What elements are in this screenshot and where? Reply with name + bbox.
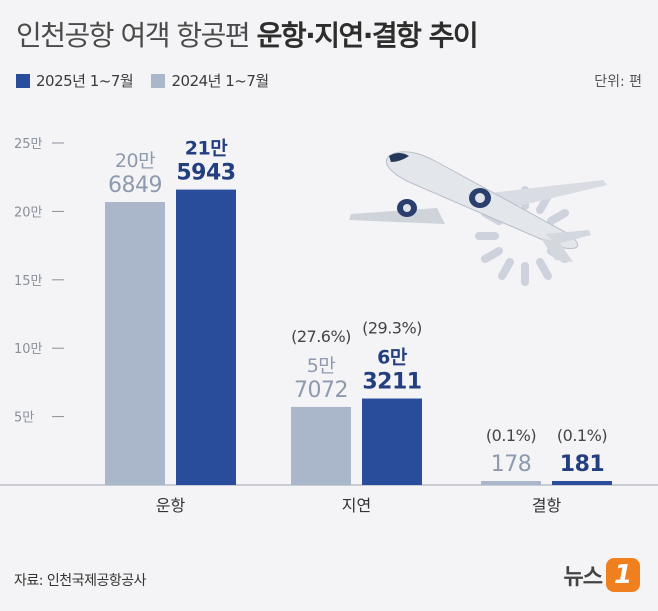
data-label: 178	[491, 452, 532, 477]
chart-title: 인천공항 여객 항공편 운항·지연·결항 추이	[16, 14, 479, 54]
bar	[291, 406, 351, 485]
legend: 2025년 1~7월 2024년 1~7월	[16, 70, 283, 92]
legend-swatch-2025	[16, 73, 30, 88]
y-tick-label: 25만	[14, 137, 43, 152]
unit-label: 단위: 편	[594, 74, 642, 90]
legend-item-2025: 2025년 1~7월	[16, 70, 134, 91]
logo-word: 뉴스	[563, 565, 603, 590]
bar	[105, 202, 165, 485]
y-tick-label: 10만	[14, 342, 43, 357]
legend-label-2024: 2024년 1~7월	[171, 72, 269, 90]
data-label: 21만	[185, 138, 228, 160]
category-label: 결항	[532, 496, 562, 515]
category-label: 운항	[156, 496, 186, 515]
source-note: 자료: 인천국제공항공사	[14, 573, 146, 589]
legend-label-2025: 2025년 1~7월	[36, 72, 134, 90]
title-regular: 인천공항 여객 항공편	[16, 19, 251, 52]
data-label: 5943	[176, 161, 235, 186]
category-label: 지연	[342, 496, 371, 515]
bar	[481, 481, 541, 485]
rate-label: (27.6%)	[291, 327, 351, 346]
data-label: 6849	[108, 173, 162, 198]
data-label: 6만	[377, 347, 408, 369]
data-label: 3211	[362, 370, 421, 395]
airplane-icon	[349, 151, 607, 286]
rate-label: (0.1%)	[486, 426, 536, 445]
y-tick-label: 20만	[14, 205, 43, 220]
data-label: 20만	[115, 150, 155, 172]
y-tick-label: 5만	[14, 411, 34, 426]
bar	[176, 189, 236, 486]
legend-swatch-2024	[151, 73, 166, 88]
legend-item-2024: 2024년 1~7월	[151, 70, 269, 91]
title-bold: 운항·지연·결항 추이	[256, 19, 479, 52]
data-label: 181	[560, 452, 604, 477]
bar	[552, 481, 612, 485]
data-label: 7072	[294, 378, 348, 403]
logo-mark: 1	[606, 558, 640, 592]
data-label: 5만	[307, 355, 336, 377]
bar	[362, 398, 422, 485]
news1-logo: 뉴스 1	[564, 558, 640, 592]
rate-label: (29.3%)	[362, 319, 422, 338]
rate-label: (0.1%)	[557, 426, 607, 445]
y-tick-label: 15만	[14, 274, 43, 289]
